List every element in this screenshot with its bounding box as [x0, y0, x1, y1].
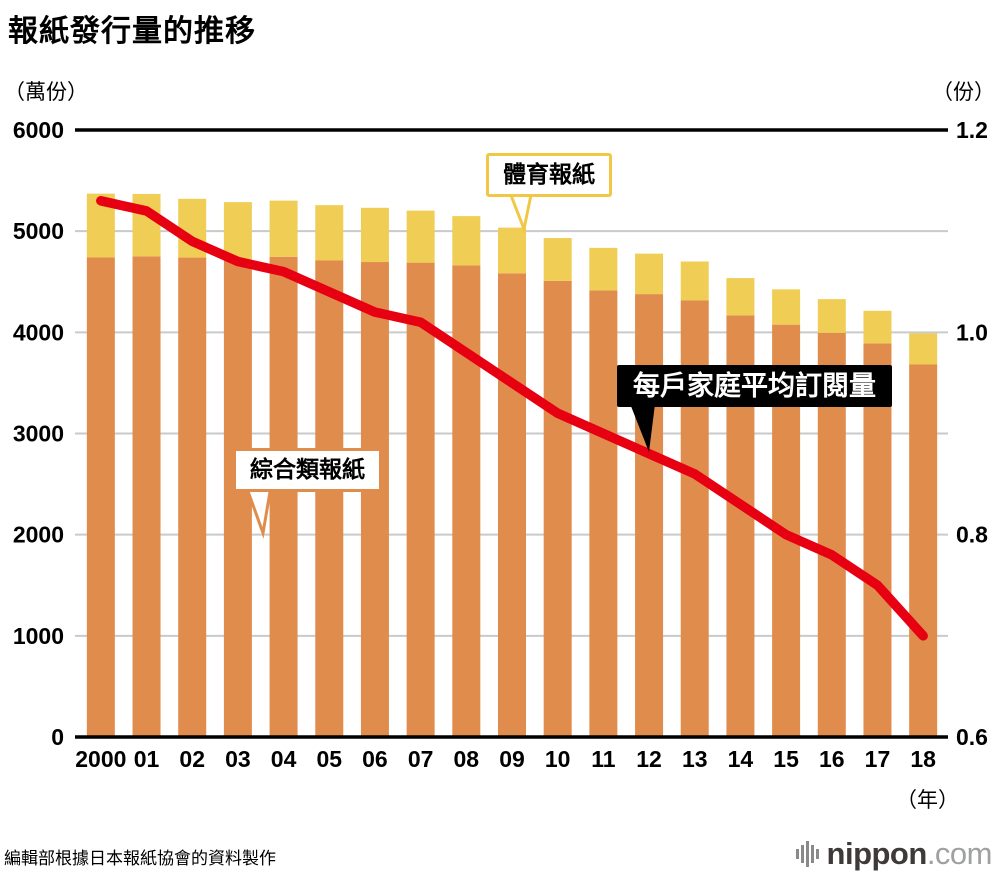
bar-general-02	[178, 257, 207, 737]
logo-text-nippon: nippon	[826, 836, 928, 871]
bar-sports-07	[406, 210, 435, 263]
bar-general-18	[909, 364, 938, 737]
bar-sports-03	[223, 202, 252, 261]
household-average-callout: 每戶家庭平均訂閱量	[617, 365, 892, 408]
bar-general-09	[498, 273, 526, 737]
bar-sports-15	[772, 289, 801, 325]
bar-sports-01	[132, 193, 161, 257]
general-newspapers-callout: 綜合類報紙	[233, 448, 382, 492]
bar-sports-10	[543, 238, 572, 281]
bar-sports-16	[817, 299, 846, 333]
x-axis-tick-label: 2000	[75, 746, 126, 772]
bar-sports-09	[498, 227, 526, 274]
bar-general-11	[589, 290, 618, 737]
household-callout-pointer	[627, 396, 656, 452]
logo-text-com: .com	[926, 836, 993, 871]
right-axis-tick-label: 1.0	[956, 319, 988, 345]
left-axis-tick-label: 1000	[13, 623, 64, 649]
left-axis-tick-label: 0	[51, 724, 64, 750]
x-axis-tick-label: 06	[362, 746, 388, 772]
bar-general-17	[863, 343, 892, 737]
left-axis-tick-label: 3000	[13, 421, 64, 447]
bar-sports-04	[269, 200, 298, 257]
nippon-logo: nippon .com	[795, 836, 993, 872]
sports-newspapers-label: 體育報紙	[503, 161, 595, 187]
left-axis-tick-label: 4000	[13, 319, 64, 345]
bar-sports-17	[863, 310, 892, 344]
bar-sports-14	[726, 278, 755, 316]
bar-general-08	[452, 265, 481, 737]
right-axis-tick-label: 1.2	[956, 117, 988, 143]
sports-newspapers-callout: 體育報紙	[486, 153, 612, 197]
bar-general-07	[406, 262, 435, 737]
bar-sports-05	[315, 205, 344, 261]
bar-general-03	[223, 260, 252, 737]
x-axis-tick-label: 02	[179, 746, 205, 772]
bar-general-01	[132, 256, 161, 737]
bar-general-04	[269, 256, 298, 737]
x-axis-tick-label: 17	[865, 746, 891, 772]
right-axis-tick-label: 0.8	[956, 522, 988, 548]
x-axis-tick-label: 05	[316, 746, 342, 772]
bar-general-05	[315, 260, 344, 737]
x-axis-tick-label: 01	[134, 746, 160, 772]
left-axis-tick-label: 5000	[13, 218, 64, 244]
household-average-line	[96, 196, 928, 641]
x-axis-tick-label: 07	[408, 746, 434, 772]
x-axis-tick-label: 09	[499, 746, 525, 772]
left-axis-tick-label: 6000	[13, 117, 64, 143]
right-axis-unit-label: （份）	[932, 81, 995, 104]
x-axis-unit-label: （年）	[896, 789, 959, 812]
source-note: 編輯部根據日本報紙協會的資料製作	[4, 849, 276, 868]
x-axis-tick-label: 03	[225, 746, 251, 772]
x-axis-tick-label: 08	[454, 746, 480, 772]
bar-sports-11	[589, 247, 618, 291]
general-newspapers-label: 綜合類報紙	[250, 456, 365, 482]
household-average-label: 每戶家庭平均訂閱量	[633, 371, 876, 401]
x-axis-tick-label: 18	[910, 746, 936, 772]
bar-sports-12	[635, 253, 664, 295]
x-axis-tick-label: 12	[636, 746, 662, 772]
nippon-logo-icon	[795, 841, 819, 867]
x-axis-tick-label: 15	[773, 746, 799, 772]
x-axis-tick-label: 10	[545, 746, 571, 772]
bar-general-10	[543, 280, 572, 737]
left-axis-unit-label: （萬份）	[4, 81, 88, 104]
x-axis-tick-label: 11	[591, 746, 616, 772]
bar-general-06	[360, 262, 389, 737]
x-axis-tick-label: 14	[728, 746, 754, 772]
bar-general-2000	[86, 257, 115, 737]
x-axis-tick-label: 16	[819, 746, 845, 772]
bar-sports-06	[360, 207, 389, 263]
right-axis-tick-label: 0.6	[956, 724, 988, 750]
bar-sports-18	[909, 333, 938, 365]
chart-title: 報紙發行量的推移	[8, 15, 256, 48]
bar-general-12	[635, 294, 664, 737]
bar-sports-08	[452, 216, 481, 266]
bar-sports-13	[680, 261, 709, 301]
x-axis-tick-label: 04	[271, 746, 297, 772]
left-axis-tick-label: 2000	[13, 522, 64, 548]
x-axis-tick-label: 13	[682, 746, 708, 772]
